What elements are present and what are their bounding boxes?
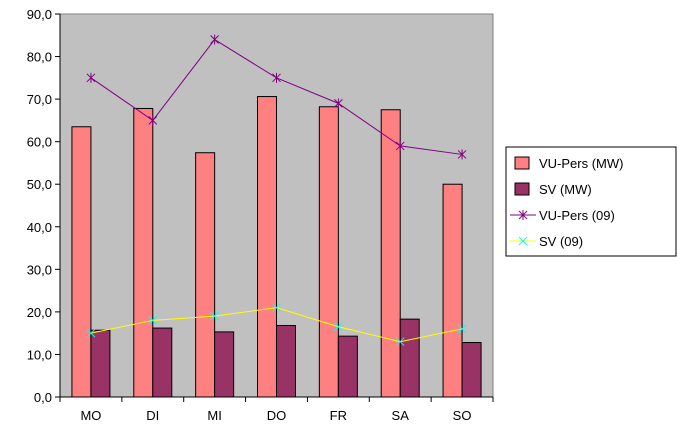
- x-tick-label: MO: [80, 408, 101, 423]
- bar-sv-mw: [214, 331, 235, 398]
- bar-vu-pers-mw: [380, 109, 401, 398]
- y-tick-label: 20,0: [27, 305, 52, 320]
- y-tick-label: 70,0: [27, 92, 52, 107]
- y-tick-label: 30,0: [27, 262, 52, 277]
- bar-sv-mw: [90, 329, 111, 398]
- line-point-vu-pers-09: [148, 115, 158, 126]
- bar-vu-pers-mw: [318, 106, 339, 398]
- bar-vu-pers-mw: [71, 126, 92, 398]
- x-tick-label: SO: [453, 408, 472, 423]
- line-point-sv-09: [86, 328, 96, 338]
- legend-swatch: [514, 156, 530, 170]
- line-point-sv-09: [395, 337, 405, 347]
- line-point-sv-09: [210, 311, 219, 321]
- line-point-vu-pers-09: [272, 72, 281, 83]
- bar-vu-pers-mw: [442, 183, 463, 398]
- line-point-vu-pers-09: [210, 34, 219, 45]
- line-point-vu-pers-09: [334, 98, 343, 109]
- legend-label: VU-Pers (MW): [539, 156, 624, 171]
- x-axis: MO DI MI DO FR SA SO: [59, 396, 494, 423]
- line-point-sv-09: [148, 316, 158, 325]
- bar-sv-mw: [461, 342, 482, 398]
- y-tick-label: 60,0: [27, 135, 52, 150]
- bar-sv-mw: [337, 335, 358, 398]
- legend-marker: [518, 236, 528, 246]
- x-tick-label: DO: [267, 408, 287, 423]
- line-point-sv-09: [457, 324, 467, 334]
- legend-swatch: [514, 182, 530, 196]
- legend-marker: [518, 210, 528, 220]
- bar-vu-pers-mw: [257, 96, 277, 398]
- y-axis: 0,0 10,0 20,0 30,0 40,0 50,0 60,0 70,0 80,0 90,0: [27, 7, 61, 405]
- legend-label: SV (MW): [539, 182, 592, 197]
- legend-box: [505, 146, 677, 257]
- y-tick-label: 10,0: [27, 347, 52, 362]
- y-tick-label: 90,0: [27, 7, 52, 22]
- bar-vu-pers-mw: [195, 152, 216, 398]
- bar-sv-mw: [152, 327, 173, 398]
- bar-sv-mw: [276, 325, 296, 398]
- line-series-group: [86, 34, 467, 347]
- bar-sv-mw: [399, 318, 420, 398]
- y-tick-label: 40,0: [27, 220, 52, 235]
- bar-vu-pers-mw: [133, 107, 154, 398]
- legend: VU-Pers (MW) SV (MW) VU-Pers (09) SV (09): [505, 146, 677, 257]
- y-tick-label: 50,0: [27, 177, 52, 192]
- x-tick-label: FR: [330, 408, 347, 423]
- x-tick-label: MI: [207, 408, 221, 423]
- x-tick-label: DI: [146, 408, 159, 423]
- y-tick-label: 0,0: [34, 390, 52, 405]
- legend-label: SV (09): [539, 234, 583, 249]
- line-point-sv-09: [272, 303, 281, 312]
- x-tick-label: SA: [392, 408, 410, 423]
- line-point-sv-09: [334, 322, 343, 332]
- line-point-vu-pers-09: [86, 72, 96, 83]
- legend-label: VU-Pers (09): [539, 208, 615, 223]
- y-tick-label: 80,0: [27, 50, 52, 65]
- bar-series-group: [71, 96, 482, 398]
- line-point-vu-pers-09: [457, 149, 467, 160]
- line-point-vu-pers-09: [395, 140, 405, 151]
